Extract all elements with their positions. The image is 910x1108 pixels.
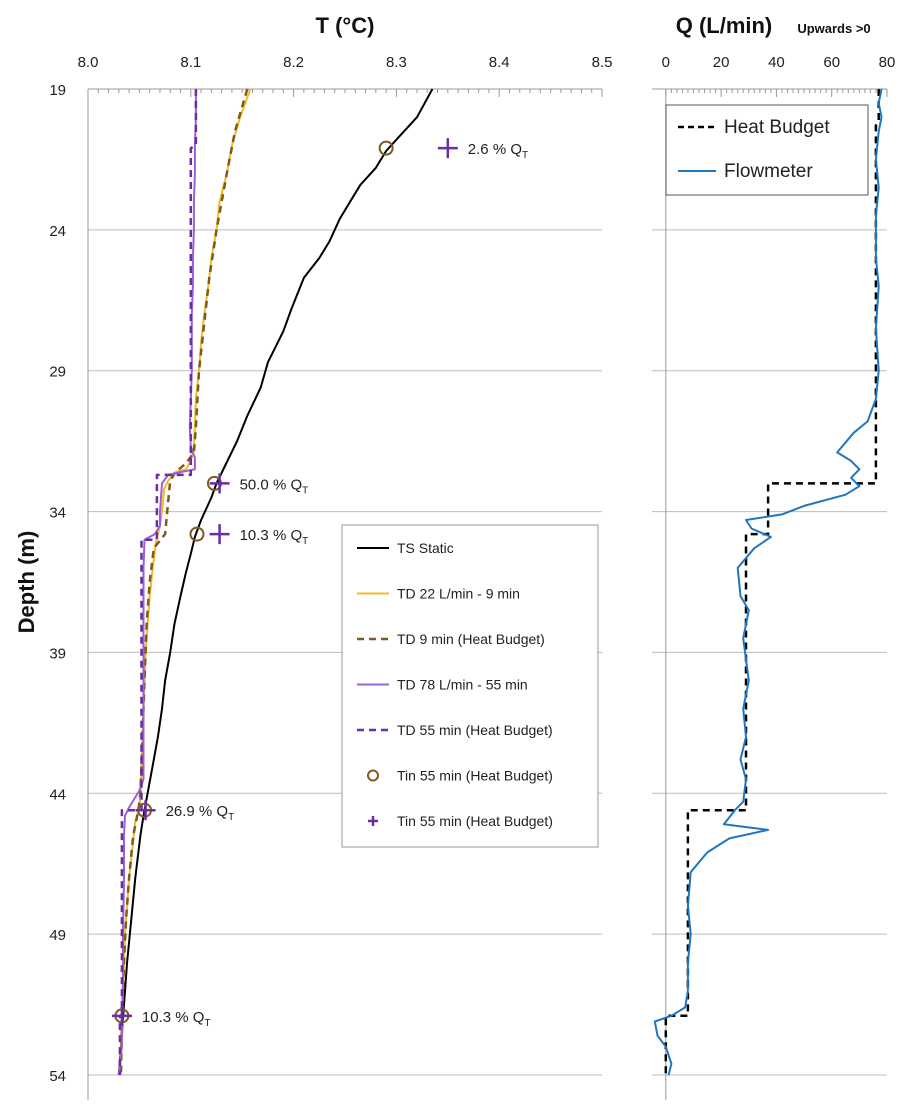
annotation-text: 10.3 % Q — [142, 1009, 205, 1026]
x-tick-label: 8.0 — [78, 54, 99, 71]
legend-label: Tin 55 min (Heat Budget) — [397, 768, 553, 784]
y-tick-label: 39 — [49, 645, 66, 662]
x-tick-label: 0 — [662, 54, 670, 71]
y-tick-label: 19 — [49, 82, 66, 99]
legend-label: TD 55 min (Heat Budget) — [397, 722, 553, 738]
x-tick-label: 40 — [768, 54, 785, 71]
annotation-text: 50.0 % Q — [240, 476, 303, 493]
tin-circle-marker — [378, 140, 394, 156]
flow-legend: Heat Budget Flowmeter — [665, 104, 869, 196]
tin-plus-marker — [135, 800, 156, 821]
series-heat-budget-q — [664, 89, 880, 1075]
series-ts-static — [117, 88, 434, 1076]
y-tick-label: 49 — [49, 927, 66, 944]
annotation-label: 2.6 % QT — [468, 141, 528, 161]
annotation-text: 10.3 % Q — [240, 527, 303, 544]
annotation-text: 2.6 % Q — [468, 141, 522, 158]
x-tick-label: 8.4 — [489, 54, 510, 71]
legend-label: TS Static — [397, 540, 454, 556]
x-tick-label: 8.2 — [283, 54, 304, 71]
chart-subtitle: Upwards >0 — [797, 21, 870, 36]
annotation-subscript: T — [522, 150, 528, 161]
annotation-text: 26.9 % Q — [166, 803, 229, 820]
y-tick-label: 24 — [49, 223, 66, 240]
x-tick-label: 80 — [879, 54, 896, 71]
legend-label: TD 22 L/min - 9 min — [397, 586, 520, 602]
annotation-label: 10.3 % QT — [142, 1009, 211, 1029]
legend-label: Flowmeter — [724, 161, 813, 182]
legend-swatch — [367, 769, 379, 782]
series-td9-heat-budget — [119, 88, 249, 1076]
y-tick-label: 54 — [49, 1068, 66, 1085]
legend-swatch — [368, 816, 378, 826]
y-axis-label: Depth (m) — [14, 531, 39, 634]
x-tick-label: 8.5 — [592, 54, 613, 71]
annotation-label: 26.9 % QT — [166, 803, 235, 823]
temperature-legend: TS Static TD 22 L/min - 9 min TD 9 min (He… — [341, 524, 599, 848]
series-flowmeter — [653, 88, 883, 1076]
legend-label: TD 78 L/min - 55 min — [397, 677, 528, 693]
chart-title: Q (L/min) — [676, 13, 773, 38]
y-tick-label: 34 — [49, 505, 66, 522]
tin-plus-marker — [111, 1005, 132, 1026]
series-td78 — [117, 89, 197, 1076]
annotation-subscript: T — [204, 1018, 210, 1029]
flow-plot: 0 20 40 60 80 Q (L/min) Upwards >0 — [652, 13, 895, 1100]
legend-label: TD 9 min (Heat Budget) — [397, 631, 545, 647]
legend-label: Heat Budget — [724, 117, 830, 138]
annotation-label: 10.3 % QT — [240, 527, 309, 547]
legend-label: Tin 55 min (Heat Budget) — [397, 813, 553, 829]
legend-box — [341, 524, 599, 848]
chart-title: T (°C) — [316, 13, 375, 38]
annotation-subscript: T — [228, 812, 234, 823]
y-tick-label: 44 — [49, 786, 66, 803]
x-tick-label: 60 — [823, 54, 840, 71]
legend-box — [665, 104, 869, 196]
tin-plus-marker — [209, 473, 230, 494]
tin-plus-marker — [437, 138, 458, 159]
annotation-subscript: T — [302, 485, 308, 496]
x-tick-label: 8.3 — [386, 54, 407, 71]
temperature-plot: 19 24 29 34 39 44 49 54 8.0 8.1 8.2 8.3 8.4 8.5 T (°C)… — [14, 13, 612, 1100]
series-td22 — [118, 88, 252, 1076]
tin-plus-marker — [209, 524, 230, 545]
x-tick-label: 20 — [713, 54, 730, 71]
annotation-subscript: T — [302, 536, 308, 547]
annotation-label: 50.0 % QT — [240, 476, 309, 496]
tin-circle-marker — [189, 526, 205, 542]
x-tick-label: 8.1 — [180, 54, 201, 71]
y-tick-label: 29 — [49, 364, 66, 381]
